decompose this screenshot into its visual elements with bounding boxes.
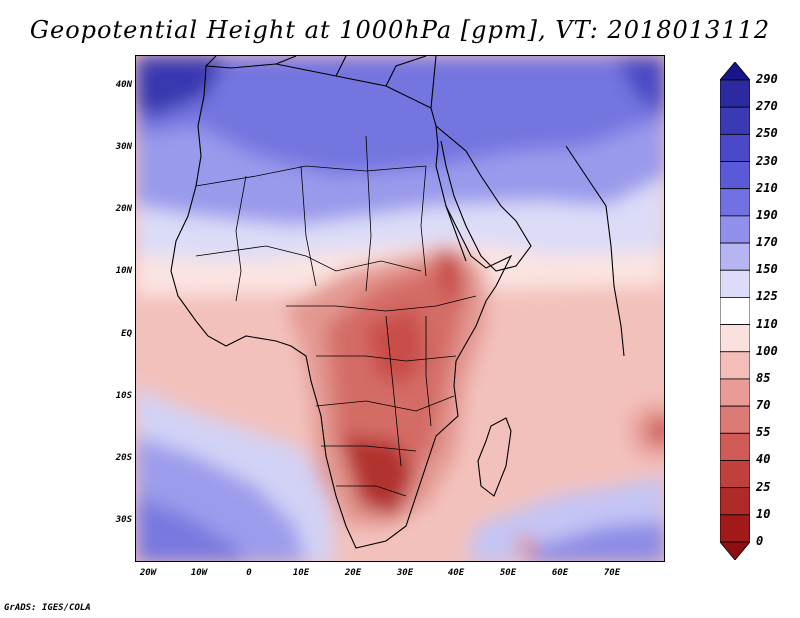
y-tick-30s: 30S — [115, 515, 132, 525]
colorbar-label: 70 — [756, 398, 771, 413]
x-tick-40e: 40E — [447, 568, 465, 578]
colorbar-bin — [720, 514, 750, 543]
colorbar-bin — [720, 297, 750, 325]
colorbar-label: 230 — [756, 153, 778, 168]
colorbar-label: 150 — [756, 262, 778, 277]
y-tick-10n: 10N — [115, 266, 132, 276]
x-tick-0: 0 — [246, 568, 252, 578]
y-tick-30n: 30N — [115, 142, 132, 152]
x-tick-10w: 10W — [190, 568, 208, 578]
x-tick-20e: 20E — [344, 568, 362, 578]
colorbar-label: 85 — [756, 370, 771, 385]
y-tick-20s: 20S — [115, 453, 132, 463]
map-title: Geopotential Height at 1000hPa [gpm], VT… — [29, 16, 771, 44]
colorbar-label: 210 — [756, 180, 778, 195]
colorbar-bin — [720, 378, 750, 407]
colorbar-bin — [720, 487, 750, 516]
y-tick-eq: EQ — [121, 329, 132, 339]
colorbar-label: 10 — [756, 506, 771, 521]
colorbar-bin — [720, 269, 750, 298]
colorbar-label: 290 — [756, 72, 778, 86]
colorbar-bin — [720, 432, 750, 461]
x-tick-60e: 60E — [551, 568, 569, 578]
x-tick-10e: 10E — [292, 568, 310, 578]
colorbar-bin — [720, 188, 750, 217]
geopotential-map — [135, 55, 665, 562]
grads-credit: GrADS: IGES/COLA — [4, 603, 91, 613]
colorbar-label: 100 — [756, 343, 778, 358]
colorbar-bin — [720, 242, 750, 271]
colorbar-label: 270 — [756, 99, 778, 114]
colorbar-label: 0 — [756, 534, 764, 548]
y-tick-40n: 40N — [115, 80, 132, 90]
height-field — [136, 56, 664, 561]
colorbar-top-arrow — [720, 62, 750, 81]
colorbar-bin — [720, 161, 750, 190]
colorbar-bottom-arrow — [720, 541, 750, 560]
colorbar-label: 40 — [756, 452, 771, 467]
colorbar-segments — [720, 62, 750, 560]
colorbar-bin — [720, 324, 750, 353]
map-canvas — [136, 56, 664, 561]
colorbar-bin — [720, 215, 750, 244]
colorbar-label: 25 — [756, 479, 771, 494]
x-tick-30e: 30E — [396, 568, 414, 578]
colorbar-label: 170 — [756, 235, 778, 250]
y-tick-20n: 20N — [115, 204, 132, 214]
colorbar-label: 125 — [756, 289, 778, 304]
colorbar-bin — [720, 351, 750, 380]
colorbar-bin — [720, 133, 750, 162]
colorbar-bin — [720, 106, 750, 135]
colorbar-label: 190 — [756, 207, 778, 222]
colorbar-bin — [720, 460, 750, 489]
colorbar-label: 55 — [756, 425, 771, 440]
colorbar-bin — [720, 405, 750, 434]
colorbar-label: 110 — [756, 316, 778, 331]
colorbar-bin — [720, 79, 750, 108]
coastlines — [170, 56, 625, 549]
colorbar — [720, 62, 750, 560]
colorbar-label: 250 — [756, 126, 778, 141]
country-borders — [195, 135, 477, 497]
x-tick-20w: 20W — [139, 568, 157, 578]
x-tick-70e: 70E — [603, 568, 621, 578]
x-tick-50e: 50E — [499, 568, 517, 578]
y-tick-10s: 10S — [115, 391, 132, 401]
